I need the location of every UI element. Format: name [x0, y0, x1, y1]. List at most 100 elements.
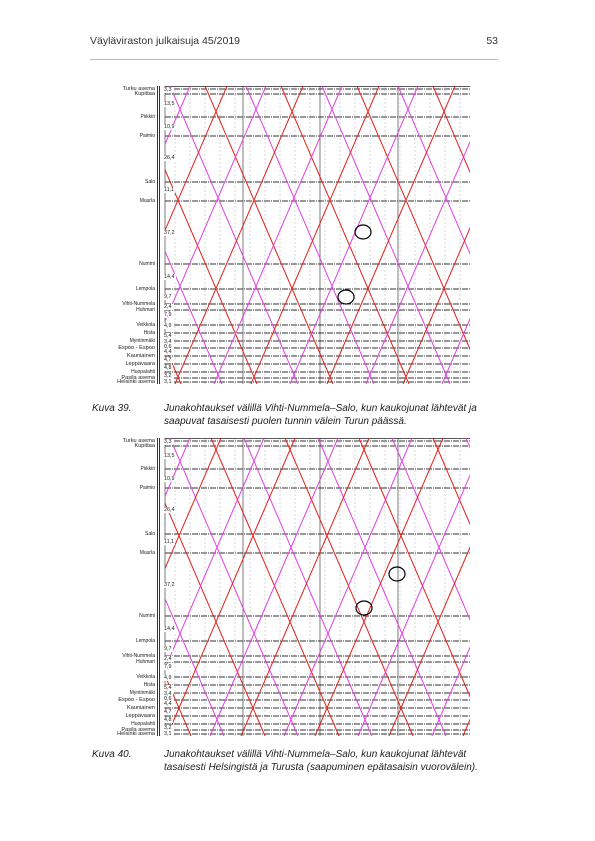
commuter-train-path: [465, 438, 470, 449]
long-distance-train-path: [432, 86, 470, 174]
commuter-train-path: [283, 438, 413, 736]
long-distance-train-path: [0, 86, 105, 384]
commuter-train-path: [209, 438, 339, 736]
commuter-train-path: [441, 317, 470, 384]
distance-label: 9,7: [163, 294, 173, 300]
commuter-train-path: [357, 473, 470, 736]
station-label: Myntinmäki: [129, 690, 155, 696]
figure-40-number: Kuva 40.: [92, 749, 132, 760]
station-label: Turku asema: [122, 86, 155, 92]
commuter-train-path: [165, 250, 223, 384]
long-distance-train-path: [402, 226, 470, 384]
distance-label: 3,4: [163, 339, 173, 345]
distance-label: 5,4: [163, 333, 173, 339]
commuter-train-path: [0, 86, 114, 384]
long-distance-train-path: [537, 438, 595, 736]
commuter-train-path: [213, 86, 343, 384]
distance-label: 11,1: [163, 539, 176, 545]
long-distance-train-path: [240, 438, 370, 736]
train-graph-figure-39: Turku asema Kupittaa Piikkiö Paimio Salo Muur…: [95, 86, 470, 385]
long-distance-train-path: [165, 438, 222, 570]
station-label: Myntinmäki: [129, 338, 155, 344]
station-label: Huopalahti: [131, 721, 155, 727]
long-distance-train-path: [0, 86, 75, 384]
station-label: Muurla: [139, 198, 155, 204]
distance-label: 4,8: [163, 365, 173, 371]
distance-label: 4,7: [163, 709, 173, 715]
station-label: Helsinki asema: [117, 731, 155, 737]
long-distance-train-path: [0, 438, 73, 736]
long-distance-train-path: [388, 546, 470, 736]
distance-label: 26,4: [163, 507, 176, 513]
long-distance-train-path: [165, 345, 182, 384]
header-rule: [90, 59, 498, 60]
page-header: Väyläviraston julkaisuja 45/2019 53: [90, 35, 498, 57]
train-paths: [0, 438, 595, 736]
distance-label: 13,5: [163, 453, 176, 459]
distance-label: 4,9: [163, 323, 173, 329]
distance-label: 11,1: [163, 187, 176, 193]
long-distance-train-path: [585, 86, 595, 384]
station-label: Kauniainen: [127, 705, 155, 711]
commuter-train-path: [169, 86, 299, 384]
distance-label: 3,4: [163, 691, 173, 697]
long-distance-train-path: [555, 86, 595, 384]
distance-label: 10,9: [163, 476, 176, 482]
long-distance-train-path: [0, 438, 117, 736]
station-label: Paimio: [139, 485, 155, 491]
commuter-train-path: [0, 438, 76, 736]
long-distance-train-path: [432, 438, 470, 526]
commuter-train-path: [0, 438, 116, 736]
station-label: Salo: [144, 179, 155, 185]
station-label: Paimio: [139, 133, 155, 139]
long-distance-train-path: [326, 86, 456, 384]
publication-title: Väyläviraston julkaisuja 45/2019: [90, 35, 241, 47]
distance-label: 2,4: [163, 304, 173, 310]
long-distance-train-path: [358, 438, 470, 698]
distance-label: 4,7: [163, 357, 173, 363]
distance-label: 5,4: [163, 685, 173, 691]
page-number: 53: [486, 35, 498, 47]
station-label: Kauniainen: [127, 353, 155, 359]
distance-label: 0,6: [163, 344, 173, 350]
station-label: Veikkola: [136, 322, 155, 328]
distance-label: 0,6: [163, 696, 173, 702]
long-distance-train-path: [509, 86, 595, 384]
station-label: Vihti-Nummela: [122, 653, 155, 659]
distance-label: 37,2: [163, 582, 176, 588]
station-label: Nummi: [139, 261, 155, 267]
long-distance-train-path: [204, 86, 334, 384]
station-label: Piikkiö: [140, 466, 155, 472]
commuter-train-path: [397, 86, 470, 255]
distance-labels: 3,3 13,5 10,9 26,4 11,1 37,2 14,4 9,7 2,4 7,9 4,9 5…: [163, 438, 183, 737]
distance-label: 4,4: [163, 349, 173, 355]
station-label: Veikkola: [136, 674, 155, 680]
station-label: Nummi: [139, 613, 155, 619]
station-label: Leppävaara: [125, 361, 155, 367]
commuter-train-path: [289, 86, 419, 384]
commuter-train-path: [321, 86, 451, 384]
commuter-train-path: [365, 140, 470, 384]
commuter-train-path: [245, 86, 375, 384]
train-graph-40: [164, 438, 470, 736]
station-label: Pasila asema: [121, 375, 155, 381]
station-label: Hista: [143, 330, 155, 336]
commuter-train-path: [22, 438, 150, 736]
station-label: Hista: [143, 682, 155, 688]
distance-label: 14,4: [163, 274, 176, 280]
commuter-train-path: [506, 438, 595, 736]
commuter-train-path: [0, 86, 70, 384]
commuter-train-path: [169, 438, 299, 736]
long-distance-train-path: [165, 86, 228, 232]
station-label: Huopalahti: [131, 369, 155, 375]
commuter-train-path: [0, 438, 42, 736]
distance-label: 14,4: [163, 626, 176, 632]
station-label: Kupittaa: [134, 443, 155, 449]
station-label: Salo: [144, 531, 155, 537]
station-label: Espoo - Espoo: [118, 697, 155, 703]
station-labels: Turku asema Kupittaa Piikkiö Paimio Salo Muur…: [95, 86, 155, 385]
distance-label: 4,8: [163, 717, 173, 723]
distance-label: 10,9: [163, 124, 176, 130]
distance-label: 4,4: [163, 701, 173, 707]
commuter-train-path: [165, 597, 225, 736]
